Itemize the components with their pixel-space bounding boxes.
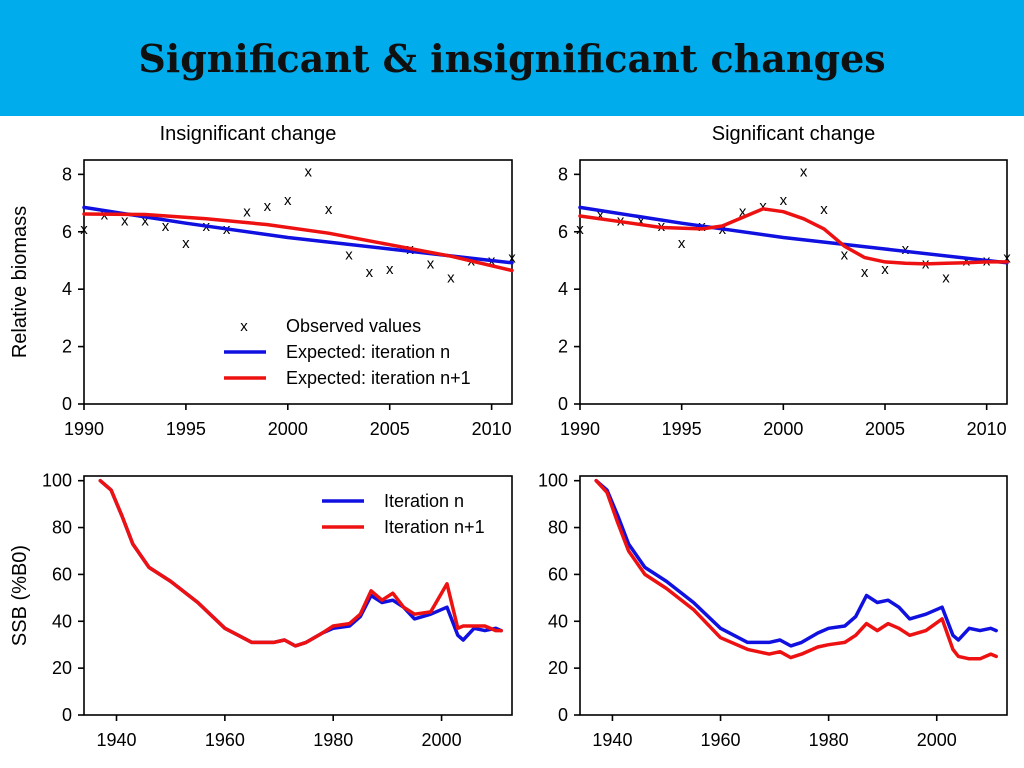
y-tick-label: 20 xyxy=(548,658,568,678)
observed-point: x xyxy=(264,198,272,215)
observed-point: x xyxy=(366,264,374,281)
title-banner xyxy=(0,0,1024,116)
series-line-iteration-n xyxy=(594,478,998,648)
series-line-iteration-n-1 xyxy=(98,478,503,648)
x-tick-label: 1960 xyxy=(205,730,245,750)
y-axis-label: Relative biomass xyxy=(9,206,31,358)
observed-point: x xyxy=(820,201,828,218)
observed-point: x xyxy=(963,252,971,269)
observed-point: x xyxy=(182,235,190,252)
observed-point: x xyxy=(597,207,605,224)
observed-point: x xyxy=(942,270,950,287)
y-tick-label: 0 xyxy=(62,705,72,725)
panel-title: Significant change xyxy=(712,123,875,145)
plot-frame-1 xyxy=(579,159,1008,405)
y-tick-label: 100 xyxy=(42,471,72,491)
x-tick-label: 1995 xyxy=(166,419,206,439)
x-tick-label: 2005 xyxy=(865,419,905,439)
x-tick-label: 2005 xyxy=(370,419,410,439)
y-tick-label: 60 xyxy=(52,564,72,584)
observed-point: x xyxy=(345,247,353,264)
observed-point: x xyxy=(508,250,516,267)
y-tick-label: 80 xyxy=(548,518,568,538)
x-tick-label: 2010 xyxy=(472,419,512,439)
observed-point: x xyxy=(637,212,645,229)
x-tick-label: 1990 xyxy=(64,419,104,439)
y-tick-label: 0 xyxy=(558,705,568,725)
y-tick-label: 4 xyxy=(558,279,568,299)
observed-point: x xyxy=(902,241,910,258)
observed-point: x xyxy=(325,201,333,218)
observed-point: x xyxy=(447,270,455,287)
x-tick-label: 2000 xyxy=(917,730,957,750)
x-tick-label: 1980 xyxy=(809,730,849,750)
y-axis-label: SSB (%B0) xyxy=(9,545,31,646)
y-tick-label: 2 xyxy=(558,337,568,357)
x-tick-label: 1980 xyxy=(313,730,353,750)
y-tick-label: 6 xyxy=(558,222,568,242)
legend-label: Expected: iteration n xyxy=(286,342,450,362)
observed-point: x xyxy=(386,261,394,278)
observed-point: x xyxy=(80,221,88,238)
y-tick-label: 20 xyxy=(52,658,72,678)
x-tick-label: 1990 xyxy=(560,419,600,439)
observed-point: x xyxy=(284,192,292,209)
observed-point: x xyxy=(304,163,312,180)
y-tick-label: 2 xyxy=(62,337,72,357)
series-line-expected-iteration-n xyxy=(578,205,1009,265)
y-tick-label: 0 xyxy=(62,394,72,414)
legend-label: Expected: iteration n+1 xyxy=(286,368,471,388)
observed-point: x xyxy=(881,261,889,278)
x-tick-label: 2000 xyxy=(268,419,308,439)
observed-point: x xyxy=(739,204,747,221)
plot-frame-2 xyxy=(83,475,513,716)
y-tick-label: 4 xyxy=(62,279,72,299)
x-tick-label: 1995 xyxy=(662,419,702,439)
y-tick-label: 80 xyxy=(52,518,72,538)
legend-label: Iteration n+1 xyxy=(384,517,485,537)
x-tick-label: 2000 xyxy=(763,419,803,439)
y-tick-label: 40 xyxy=(52,611,72,631)
observed-point: x xyxy=(678,235,686,252)
x-tick-label: 1940 xyxy=(592,730,632,750)
observed-point: x xyxy=(141,212,149,229)
y-tick-label: 0 xyxy=(558,394,568,414)
observed-point: x xyxy=(576,221,584,238)
observed-point: x xyxy=(759,198,767,215)
series-line-expected-iteration-n-1 xyxy=(82,212,514,273)
y-tick-label: 6 xyxy=(62,222,72,242)
plot-frame-0 xyxy=(83,159,513,405)
y-tick-label: 8 xyxy=(558,164,568,184)
legend-marker-observed: x xyxy=(240,318,248,335)
observed-point: x xyxy=(162,218,170,235)
x-tick-label: 1960 xyxy=(701,730,741,750)
x-tick-label: 1940 xyxy=(96,730,136,750)
series-line-iteration-n-1 xyxy=(594,478,998,661)
observed-point: x xyxy=(861,264,869,281)
x-tick-label: 2000 xyxy=(422,730,462,750)
x-tick-label: 2010 xyxy=(967,419,1007,439)
y-tick-label: 100 xyxy=(538,471,568,491)
panel-title: Insignificant change xyxy=(160,123,337,145)
series-line-expected-iteration-n-1 xyxy=(578,207,1009,266)
observed-point: x xyxy=(841,247,849,264)
y-tick-label: 60 xyxy=(548,564,568,584)
y-tick-label: 8 xyxy=(62,164,72,184)
y-tick-label: 40 xyxy=(548,611,568,631)
legend-label: Iteration n xyxy=(384,491,464,511)
observed-point: x xyxy=(800,163,808,180)
slide-title: Significant & insignificant changes xyxy=(138,36,886,81)
observed-point: x xyxy=(243,204,251,221)
observed-point: x xyxy=(121,212,129,229)
observed-point: x xyxy=(427,255,435,272)
plot-frame-3 xyxy=(579,475,1008,716)
observed-point: x xyxy=(780,192,788,209)
observed-point: x xyxy=(1003,250,1011,267)
legend-label: Observed values xyxy=(286,316,421,336)
